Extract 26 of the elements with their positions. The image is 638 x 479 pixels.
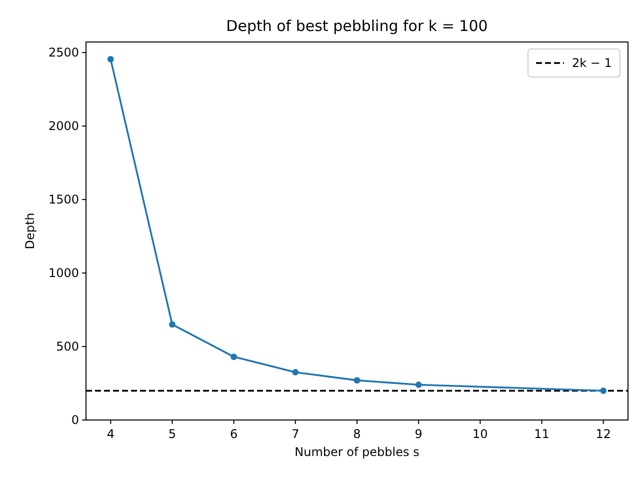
point xyxy=(230,354,238,360)
point xyxy=(354,377,360,384)
x-tick-label: 10 xyxy=(472,427,488,441)
y-tick-label: 500 xyxy=(56,340,79,354)
x-tick-label: 7 xyxy=(292,427,300,441)
y-axis-title: Depth xyxy=(23,212,37,250)
point xyxy=(600,388,607,394)
y-tick-label: 1500 xyxy=(48,192,79,207)
x-tick-label: 6 xyxy=(230,427,238,441)
x-tick-label: 4 xyxy=(106,427,114,441)
y-tick-label: 0 xyxy=(71,413,79,427)
point xyxy=(169,321,176,328)
point xyxy=(107,56,114,62)
y-tick-label: 2000 xyxy=(48,119,79,134)
x-tick-label: 12 xyxy=(596,427,612,441)
y-tick-label: 1000 xyxy=(48,266,79,280)
y-tick-label: 2500 xyxy=(48,46,79,60)
x-tick-label: 8 xyxy=(353,427,361,441)
point xyxy=(415,382,422,388)
x-tick-label: 11 xyxy=(534,427,550,441)
x-axis-title: Number of pebbles s xyxy=(294,445,420,459)
x-tick-label: 9 xyxy=(414,427,422,441)
point xyxy=(292,369,299,376)
chart-title: Depth of best pebbling for k = 100 xyxy=(226,17,488,35)
legend-label: 2k − 1 xyxy=(572,56,612,70)
x-tick-label: 5 xyxy=(168,427,176,441)
